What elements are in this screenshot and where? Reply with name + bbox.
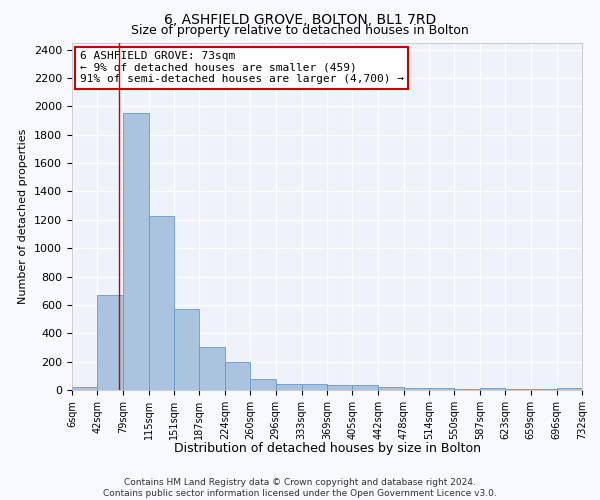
Bar xyxy=(276,384,302,390)
Bar xyxy=(352,385,378,390)
Text: Contains HM Land Registry data © Crown copyright and database right 2024.
Contai: Contains HM Land Registry data © Crown c… xyxy=(103,478,497,498)
Bar xyxy=(480,388,505,390)
Text: 6, ASHFIELD GROVE, BOLTON, BL1 7RD: 6, ASHFIELD GROVE, BOLTON, BL1 7RD xyxy=(164,12,436,26)
Text: 6 ASHFIELD GROVE: 73sqm
← 9% of detached houses are smaller (459)
91% of semi-de: 6 ASHFIELD GROVE: 73sqm ← 9% of detached… xyxy=(80,51,404,84)
Bar xyxy=(97,295,123,390)
Bar xyxy=(429,388,454,390)
Bar xyxy=(225,362,250,390)
Bar xyxy=(327,385,352,390)
Bar xyxy=(123,114,149,390)
Bar xyxy=(174,309,199,390)
Y-axis label: Number of detached properties: Number of detached properties xyxy=(19,128,28,304)
Bar xyxy=(378,387,404,390)
Bar xyxy=(250,378,276,390)
Bar xyxy=(72,387,97,390)
Bar xyxy=(557,388,582,390)
Text: Size of property relative to detached houses in Bolton: Size of property relative to detached ho… xyxy=(131,24,469,37)
Bar xyxy=(302,384,327,390)
X-axis label: Distribution of detached houses by size in Bolton: Distribution of detached houses by size … xyxy=(173,442,481,455)
Bar xyxy=(199,346,225,390)
Bar xyxy=(404,388,429,390)
Bar xyxy=(149,216,174,390)
